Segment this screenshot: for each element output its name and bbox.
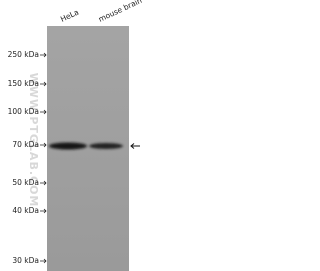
band	[89, 143, 123, 149]
western-blot: WWW.PTGLAB.COM 250 kDa 150 kDa 100 kDa 70 k…	[8, 0, 144, 271]
marker-arrow	[40, 258, 47, 264]
marker-label: 30 kDa	[12, 256, 39, 265]
marker-label: 40 kDa	[12, 206, 39, 215]
marker-arrow	[40, 142, 47, 148]
marker-label: 150 kDa	[8, 79, 39, 88]
marker-arrow	[40, 208, 47, 214]
marker-label: 100 kDa	[8, 107, 39, 116]
marker-arrow	[40, 180, 47, 186]
marker-label: 50 kDa	[12, 178, 39, 187]
marker-arrow	[40, 109, 47, 115]
marker-arrow	[40, 52, 47, 58]
marker-label: 70 kDa	[12, 140, 39, 149]
watermark: WWW.PTGLAB.COM	[27, 73, 40, 208]
marker-label: 250 kDa	[8, 50, 39, 59]
band	[49, 142, 87, 150]
marker-arrow	[40, 81, 47, 87]
lane-label: HeLa	[59, 8, 80, 24]
lane-label: mouse brain	[97, 0, 143, 24]
target-arrow	[130, 143, 140, 149]
